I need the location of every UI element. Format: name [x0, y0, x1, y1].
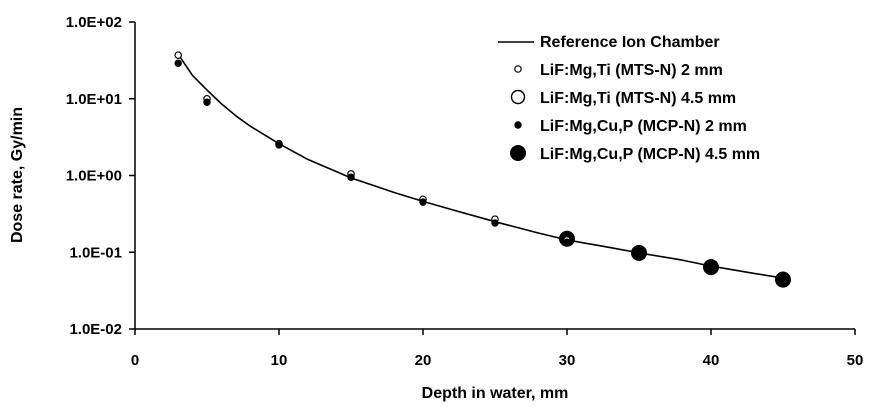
series-4 — [559, 230, 791, 288]
y-tick-label: 1.0E+02 — [66, 14, 122, 31]
y-tick-label: 1.0E+00 — [66, 168, 122, 185]
reference-line — [177, 53, 784, 279]
legend-label: LiF:Mg,Cu,P (MCP-N) 4.5 mm — [540, 146, 760, 163]
x-axis-title: Depth in water, mm — [422, 385, 569, 402]
legend-label: LiF:Mg,Ti (MTS-N) 4.5 mm — [540, 90, 736, 107]
legend-label: LiF:Mg,Ti (MTS-N) 2 mm — [540, 62, 723, 79]
marker-mcp-2mm — [491, 219, 499, 227]
x-tick-label: 10 — [271, 352, 288, 369]
marker-mcp-2mm — [203, 98, 211, 106]
marker-mcp-2mm — [174, 59, 182, 67]
marker-mcp-4-5mm — [775, 271, 791, 288]
y-tick-label: 1.0E-01 — [69, 244, 122, 261]
marker-mcp-4-5mm — [510, 145, 526, 161]
y-tick-label: 1.0E-02 — [69, 321, 122, 338]
legend-label: Reference Ion Chamber — [540, 34, 720, 51]
legend-label: LiF:Mg,Cu,P (MCP-N) 2 mm — [540, 118, 747, 135]
series-layer — [174, 51, 791, 288]
marker-mts-2mm — [514, 65, 522, 73]
x-tick-label: 20 — [415, 352, 432, 369]
x-tick-label: 40 — [703, 352, 720, 369]
series-1 — [174, 51, 571, 244]
marker-mcp-2mm — [275, 141, 283, 149]
x-tick-label: 50 — [847, 352, 864, 369]
axes — [134, 22, 855, 330]
marker-mcp-2mm — [347, 173, 355, 181]
marker-mts-2mm — [174, 51, 183, 59]
y-tick-label: 1.0E+01 — [66, 91, 122, 108]
y-ticks: 1.0E+02 1.0E+01 1.0E+00 1.0E-01 1.0E-02 — [66, 14, 135, 338]
marker-mts-4-5mm — [510, 89, 526, 105]
x-ticks: 0 10 20 30 40 50 — [131, 329, 864, 369]
series-0 — [177, 53, 784, 279]
y-axis-title: Dose rate, Gy/min — [9, 107, 26, 243]
marker-mcp-2mm — [563, 238, 571, 246]
marker-mcp-4-5mm — [631, 244, 647, 261]
marker-mcp-2mm — [419, 198, 427, 206]
x-tick-label: 30 — [559, 352, 576, 369]
marker-mcp-2mm — [514, 121, 522, 129]
legend: Reference Ion Chamber LiF:Mg,Ti (MTS-N) 2… — [498, 34, 760, 163]
series-3 — [174, 59, 571, 246]
x-tick-label: 0 — [131, 352, 139, 369]
marker-mcp-4-5mm — [703, 259, 719, 276]
